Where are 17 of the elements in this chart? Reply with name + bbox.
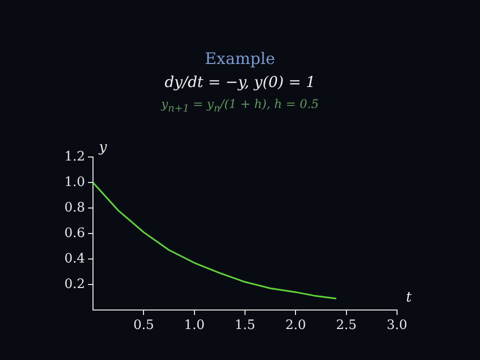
x-tick-label: 2.0 (285, 318, 306, 334)
y-tick-label: 1.0 (64, 174, 85, 190)
y-tick-label: 0.4 (64, 251, 85, 266)
x-tick-label: 1.5 (234, 318, 256, 334)
y-tick-label: 1.2 (64, 149, 85, 164)
y-tick-label: 0.2 (64, 276, 85, 292)
x-tick-label: 3.0 (386, 318, 408, 334)
y-axis-title: y (98, 140, 108, 156)
text: y$_{n+1}$ = y$_{n}$/(1 + h), h = 0.5 (160, 97, 320, 114)
chart-title: Example (204, 49, 276, 68)
x-tick-label: 0.5 (133, 318, 154, 334)
chart-subtitle: dy/dt = −y, y(0) = 1 (164, 73, 316, 91)
x-axis-title: t (406, 290, 412, 306)
y-tick-label: 0.6 (64, 226, 85, 241)
x-tick-label: 2.5 (336, 318, 357, 334)
x-tick-label: 1.0 (184, 318, 205, 334)
y-tick-label: 0.8 (64, 200, 85, 216)
